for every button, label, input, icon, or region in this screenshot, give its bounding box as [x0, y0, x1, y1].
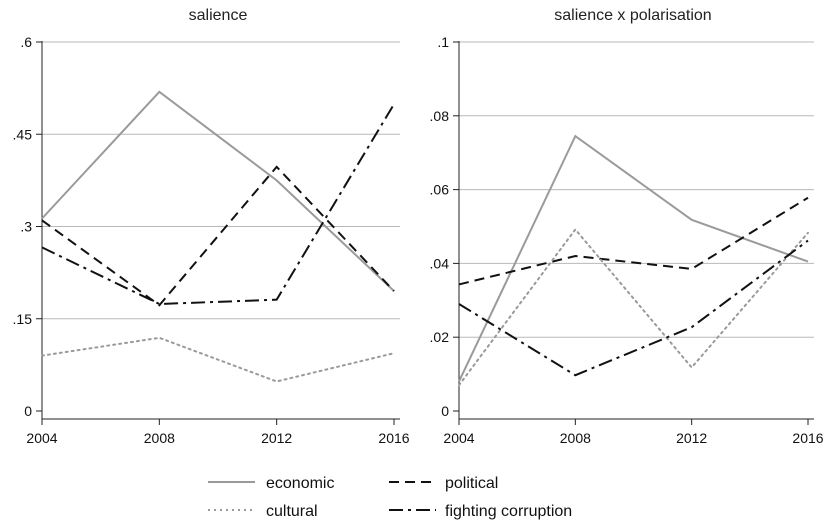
- x-tick-label: 2016: [792, 430, 823, 446]
- series-line-economic: [458, 134, 809, 382]
- series-line-political: [458, 196, 809, 286]
- chart-title: salience x polarisation: [554, 7, 711, 24]
- x-tick-label: 2012: [261, 430, 292, 446]
- y-tick-label: .6: [20, 34, 32, 50]
- series-line-fighting-corruption: [41, 103, 395, 305]
- y-tick-label: .04: [430, 255, 450, 271]
- legend-label-cultural: cultural: [266, 503, 318, 520]
- y-tick-label: 0: [24, 403, 32, 419]
- legend-label-economic: economic: [266, 475, 334, 492]
- series-line-cultural: [458, 227, 809, 387]
- x-tick-label: 2016: [378, 430, 409, 446]
- legend-label-fighting-corruption: fighting corruption: [445, 503, 572, 520]
- y-tick-label: .45: [13, 126, 33, 142]
- series-line-economic: [41, 90, 395, 292]
- panel-salience: salience 0 .15 .3 .45 .6 2004 2008 2012 2016: [13, 7, 410, 446]
- chart-title: salience: [189, 7, 248, 24]
- series-line-cultural: [41, 336, 395, 383]
- series-line-fighting-corruption: [458, 239, 809, 377]
- x-tick-label: 2008: [144, 430, 175, 446]
- y-tick-label: .06: [430, 182, 450, 198]
- y-tick-label: .3: [20, 219, 32, 235]
- y-tick-label: .02: [430, 329, 450, 345]
- x-tick-label: 2012: [676, 430, 707, 446]
- x-tick-label: 2008: [560, 430, 591, 446]
- y-tick-label: 0: [441, 403, 449, 419]
- series-line-political: [41, 165, 395, 307]
- y-tick-label: .15: [13, 311, 33, 327]
- x-tick-label: 2004: [26, 430, 57, 446]
- x-tick-label: 2004: [443, 430, 474, 446]
- panel-salience-x-polarisation: salience x polarisation 0 .02 .04 .06 .08 .1 20…: [430, 7, 824, 446]
- y-tick-label: .1: [437, 34, 449, 50]
- legend-label-political: political: [445, 475, 498, 492]
- y-tick-label: .08: [430, 108, 450, 124]
- legend: economic political cultural fighting corrup…: [208, 475, 572, 520]
